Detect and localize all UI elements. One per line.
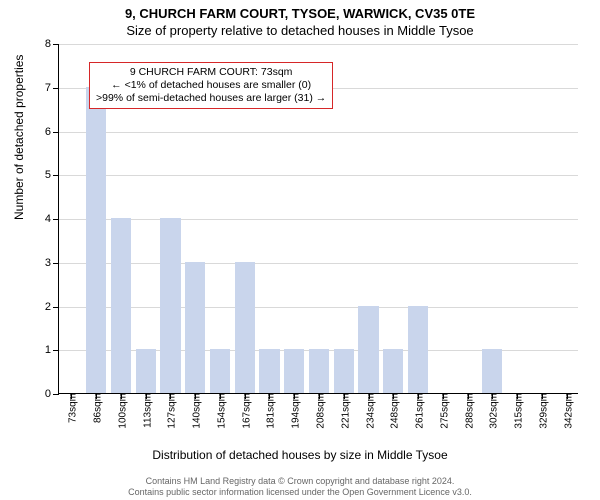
y-tick-label: 4 bbox=[45, 213, 59, 225]
annotation-line: ← <1% of detached houses are smaller (0) bbox=[96, 79, 326, 92]
x-tick-label: 154sqm bbox=[212, 393, 227, 429]
bar bbox=[309, 349, 329, 393]
attribution-footer: Contains HM Land Registry data © Crown c… bbox=[0, 476, 600, 498]
x-tick-label: 261sqm bbox=[411, 393, 426, 429]
gridline bbox=[59, 263, 578, 264]
y-tick-label: 6 bbox=[45, 126, 59, 138]
chart-subtitle: Size of property relative to detached ho… bbox=[0, 21, 600, 38]
gridline bbox=[59, 307, 578, 308]
gridline bbox=[59, 44, 578, 45]
x-tick-label: 86sqm bbox=[89, 393, 104, 423]
x-tick-label: 315sqm bbox=[510, 393, 525, 429]
plot-region: 9 CHURCH FARM COURT: 73sqm← <1% of detac… bbox=[58, 44, 578, 394]
x-tick-label: 140sqm bbox=[188, 393, 203, 429]
y-tick-label: 2 bbox=[45, 301, 59, 313]
annotation-box: 9 CHURCH FARM COURT: 73sqm← <1% of detac… bbox=[89, 62, 333, 109]
x-tick-label: 194sqm bbox=[287, 393, 302, 429]
bar bbox=[86, 87, 106, 393]
x-tick-label: 73sqm bbox=[64, 393, 79, 423]
gridline bbox=[59, 175, 578, 176]
x-tick-label: 113sqm bbox=[138, 393, 153, 428]
x-tick-label: 275sqm bbox=[435, 393, 450, 429]
x-tick-label: 248sqm bbox=[386, 393, 401, 429]
x-tick-label: 342sqm bbox=[559, 393, 574, 429]
bar bbox=[284, 349, 304, 393]
y-tick-label: 7 bbox=[45, 82, 59, 94]
bar bbox=[358, 306, 378, 394]
y-axis-label: Number of detached properties bbox=[12, 55, 26, 220]
x-tick-label: 127sqm bbox=[163, 393, 178, 429]
y-tick-label: 0 bbox=[45, 388, 59, 400]
bar bbox=[383, 349, 403, 393]
gridline bbox=[59, 132, 578, 133]
x-tick-label: 181sqm bbox=[262, 393, 277, 429]
x-tick-label: 234sqm bbox=[361, 393, 376, 429]
bar bbox=[235, 262, 255, 393]
x-tick-label: 208sqm bbox=[312, 393, 327, 429]
x-tick-label: 329sqm bbox=[534, 393, 549, 429]
y-tick-label: 8 bbox=[45, 38, 59, 50]
y-tick-label: 5 bbox=[45, 169, 59, 181]
x-tick-label: 302sqm bbox=[485, 393, 500, 429]
bar bbox=[136, 349, 156, 393]
bar bbox=[408, 306, 428, 394]
y-tick-label: 3 bbox=[45, 257, 59, 269]
bar bbox=[259, 349, 279, 393]
x-tick-label: 167sqm bbox=[237, 393, 252, 429]
bar bbox=[210, 349, 230, 393]
bar bbox=[111, 218, 131, 393]
x-tick-label: 288sqm bbox=[460, 393, 475, 429]
annotation-line: >99% of semi-detached houses are larger … bbox=[96, 92, 326, 105]
chart-title: 9, CHURCH FARM COURT, TYSOE, WARWICK, CV… bbox=[0, 0, 600, 21]
bar bbox=[185, 262, 205, 393]
bar bbox=[334, 349, 354, 393]
y-tick-label: 1 bbox=[45, 344, 59, 356]
x-tick-label: 100sqm bbox=[113, 393, 128, 429]
gridline bbox=[59, 219, 578, 220]
chart-area: 9 CHURCH FARM COURT: 73sqm← <1% of detac… bbox=[58, 44, 578, 394]
footer-line-2: Contains public sector information licen… bbox=[0, 487, 600, 498]
x-axis-label: Distribution of detached houses by size … bbox=[0, 448, 600, 462]
footer-line-1: Contains HM Land Registry data © Crown c… bbox=[0, 476, 600, 487]
x-tick-label: 221sqm bbox=[336, 393, 351, 429]
annotation-line: 9 CHURCH FARM COURT: 73sqm bbox=[96, 66, 326, 79]
bar bbox=[482, 349, 502, 393]
bar bbox=[160, 218, 180, 393]
